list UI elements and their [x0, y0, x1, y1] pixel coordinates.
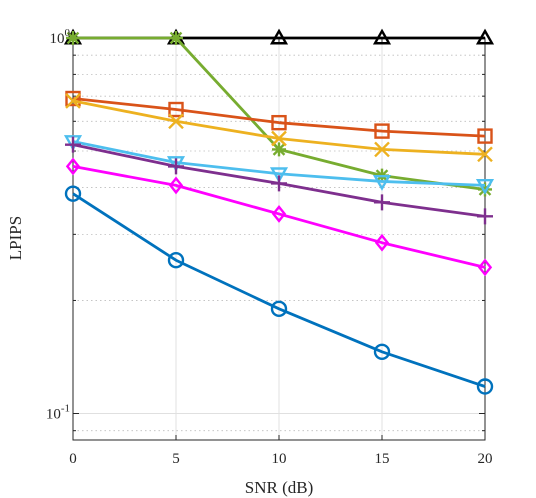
- series-group: [63, 28, 495, 395]
- asterisk-marker: [478, 182, 492, 197]
- square-marker: [65, 90, 81, 107]
- plus-marker: [271, 175, 287, 192]
- series-circle: [64, 185, 494, 395]
- series-line: [72, 192, 486, 388]
- grid: [72, 37, 486, 440]
- triangle-down-marker: [475, 178, 495, 195]
- circle-marker: [64, 185, 82, 202]
- diamond-marker: [168, 176, 184, 195]
- x-marker: [271, 130, 287, 147]
- triangle-down-marker: [269, 167, 289, 184]
- triangle-up-marker: [372, 28, 392, 45]
- series-line: [72, 97, 486, 138]
- plus-marker: [374, 194, 390, 211]
- x-tick-label: 20: [478, 451, 493, 467]
- square-marker: [168, 101, 184, 118]
- series-plus: [65, 136, 493, 225]
- series-diamond: [65, 157, 493, 277]
- asterisk-marker: [169, 31, 183, 45]
- triangle-up-marker: [475, 28, 495, 45]
- x-tick-label: 5: [172, 451, 180, 467]
- circle-marker: [167, 252, 185, 269]
- square-marker: [271, 114, 287, 131]
- diamond-marker: [374, 233, 390, 252]
- x-tick-label: 0: [69, 451, 77, 467]
- triangle-down-marker: [63, 135, 83, 151]
- x-marker: [374, 141, 390, 158]
- triangle-down-marker: [372, 174, 392, 191]
- diamond-marker: [65, 157, 81, 176]
- series-line: [72, 165, 486, 269]
- triangle-down-marker: [166, 156, 186, 172]
- circle-marker: [373, 343, 391, 360]
- diamond-marker: [271, 205, 287, 223]
- triangle-up-marker: [269, 28, 289, 45]
- diamond-marker: [477, 258, 493, 277]
- plus-marker: [168, 158, 184, 175]
- series-triangle-down: [63, 135, 495, 195]
- plus-marker: [477, 208, 493, 225]
- square-marker: [477, 128, 493, 144]
- x-marker: [168, 113, 184, 130]
- series-square: [65, 90, 493, 144]
- circle-marker: [476, 378, 494, 395]
- x-axis-label: SNR (dB): [245, 478, 313, 497]
- y-axis-label: LPIPS: [6, 216, 25, 260]
- asterisk-marker: [272, 142, 286, 157]
- x-marker: [477, 146, 493, 163]
- y-tick-label: 100: [50, 27, 71, 47]
- asterisk-marker: [66, 31, 80, 45]
- y-tick-label: 10-1: [46, 402, 70, 422]
- circle-marker: [270, 300, 288, 318]
- x-tick-label: 15: [375, 451, 390, 467]
- series-x: [65, 93, 493, 163]
- x-tick-label: 10: [272, 451, 287, 467]
- square-marker: [374, 123, 390, 139]
- plus-marker: [65, 136, 81, 153]
- series-line: [72, 140, 486, 187]
- x-marker: [65, 93, 81, 109]
- tick-labels: 0 5 10 15 20 100 10-1: [46, 27, 493, 467]
